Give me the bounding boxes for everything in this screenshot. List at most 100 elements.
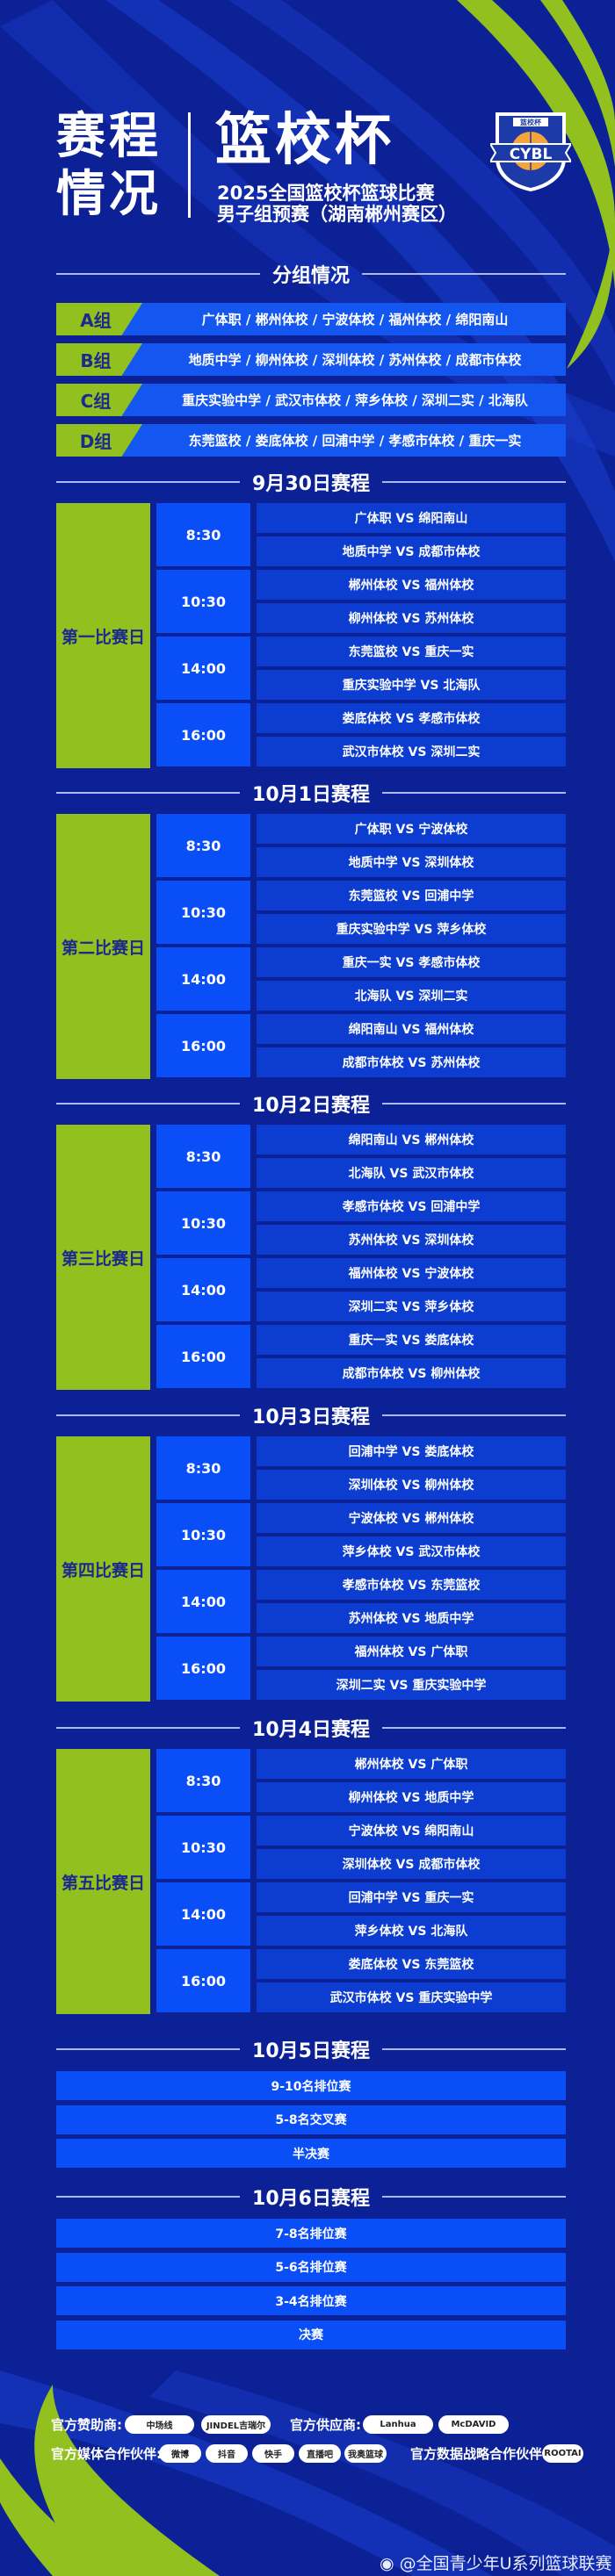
time-slot: 16:00 (156, 1014, 250, 1077)
match-row: 重庆一实 VS 娄底体校 (257, 1325, 566, 1355)
sponsor-logo: ROOTAI (542, 2444, 583, 2463)
day-label: 第二比赛日 (56, 814, 150, 1079)
heading-line (56, 1414, 241, 1416)
final-game-row: 5-8名交叉赛 (56, 2105, 566, 2134)
match-row: 郴州体校 VS 广体职 (257, 1749, 566, 1779)
schedule-heading-text: 10月6日赛程 (252, 2188, 370, 2210)
header-title-line2: 情况 (56, 166, 162, 223)
sponsor-logo: 微博 (159, 2444, 201, 2463)
group-teams: 重庆实验中学 / 武汉市体校 / 萍乡体校 / 深圳二实 / 北海队 (182, 392, 528, 408)
heading-line (381, 2048, 566, 2050)
final-game-row: 7-8名排位赛 (56, 2219, 566, 2248)
sponsor-logo: JINDEL吉瑞尔 (201, 2415, 271, 2434)
match-row: 萍乡体校 VS 北海队 (257, 1916, 566, 1946)
sponsor-logo: 快手 (252, 2444, 294, 2463)
day-block: 第一比赛日 8:30 广体职 VS 绵阳南山 地质中学 VS 成都市体校 10:30 郴州… (56, 503, 566, 768)
match-row: 郴州体校 VS 福州体校 (257, 570, 566, 600)
sponsor-logo: 直播吧 (299, 2444, 341, 2463)
time-slot: 14:00 (156, 1570, 250, 1633)
match-row: 福州体校 VS 宁波体校 (257, 1258, 566, 1288)
time-slot: 16:00 (156, 1949, 250, 2012)
match-row: 广体职 VS 宁波体校 (257, 814, 566, 844)
group-label: A组 (80, 310, 112, 331)
sponsor-logo: 抖音 (206, 2444, 248, 2463)
match-row: 萍乡体校 VS 武汉市体校 (257, 1536, 566, 1566)
match-row: 深圳二实 VS 萍乡体校 (257, 1292, 566, 1321)
heading-line (381, 1727, 566, 1729)
group-teams: 地质中学 / 柳州体校 / 深圳体校 / 苏州体校 / 成都市体校 (188, 352, 522, 368)
day-label: 第四比赛日 (56, 1436, 150, 1702)
subtitle-line1: 2025全国篮校杯篮球比赛 (217, 183, 435, 204)
header-divider (188, 112, 191, 218)
match-row: 回浦中学 VS 重庆一实 (257, 1882, 566, 1912)
heading-line (56, 2048, 241, 2050)
group-row-background (56, 424, 566, 457)
heading-line (56, 481, 241, 483)
time-slot: 14:00 (156, 637, 250, 700)
group-row-background (56, 343, 566, 376)
time-slot: 14:00 (156, 947, 250, 1011)
time-slot: 14:00 (156, 1258, 250, 1321)
media-partner-label: 官方媒体合作伙伴: (51, 2446, 162, 2462)
match-row: 回浦中学 VS 娄底体校 (257, 1436, 566, 1466)
group-label: D组 (79, 431, 112, 452)
group-row-background (56, 384, 566, 416)
match-row: 孝感市体校 VS 东莞篮校 (257, 1570, 566, 1600)
group-row: C组 重庆实验中学 / 武汉市体校 / 萍乡体校 / 深圳二实 / 北海队 (56, 384, 566, 416)
match-row: 宁波体校 VS 绵阳南山 (257, 1816, 566, 1846)
time-slot: 14:00 (156, 1882, 250, 1946)
day-block: 第四比赛日 8:30 回浦中学 VS 娄底体校 深圳体校 VS 柳州体校 10:30 宁波… (56, 1436, 566, 1702)
schedule-heading-text: 10月2日赛程 (252, 1095, 370, 1117)
match-row: 深圳二实 VS 重庆实验中学 (257, 1670, 566, 1700)
day-label: 第三比赛日 (56, 1125, 150, 1390)
schedule-heading: 10月3日赛程 (56, 1402, 566, 1428)
group-row: B组 地质中学 / 柳州体校 / 深圳体校 / 苏州体校 / 成都市体校 (56, 343, 566, 376)
match-row: 东莞篮校 VS 回浦中学 (257, 881, 566, 910)
schedule-heading: 10月4日赛程 (56, 1715, 566, 1741)
time-slot: 8:30 (156, 814, 250, 877)
match-row: 绵阳南山 VS 郴州体校 (257, 1125, 566, 1155)
schedule-heading: 10月1日赛程 (56, 780, 566, 806)
final-game-row: 5-6名排位赛 (56, 2252, 566, 2282)
match-row: 娄底体校 VS 孝感市体校 (257, 703, 566, 733)
match-row: 北海队 VS 武汉市体校 (257, 1158, 566, 1188)
match-row: 地质中学 VS 成都市体校 (257, 536, 566, 566)
match-row: 武汉市体校 VS 重庆实验中学 (257, 1982, 566, 2012)
schedule-heading-text: 9月30日赛程 (252, 473, 370, 495)
match-row: 武汉市体校 VS 深圳二实 (257, 737, 566, 766)
group-row-background (56, 303, 566, 335)
heading-line (381, 1414, 566, 1416)
match-row: 苏州体校 VS 地质中学 (257, 1603, 566, 1633)
heading-line (56, 2196, 241, 2198)
time-slot: 16:00 (156, 703, 250, 766)
match-row: 福州体校 VS 广体职 (257, 1637, 566, 1666)
sponsor-label: 官方赞助商: (51, 2417, 122, 2433)
time-slot: 10:30 (156, 570, 250, 633)
heading-line (381, 1103, 566, 1105)
groups-heading-text: 分组情况 (272, 265, 351, 287)
heading-line (56, 792, 241, 794)
time-slot: 10:30 (156, 1503, 250, 1566)
match-row: 东莞篮校 VS 重庆一实 (257, 637, 566, 666)
data-partner-label: 官方数据战略合作伙伴: (410, 2446, 547, 2462)
match-row: 重庆一实 VS 孝感市体校 (257, 947, 566, 977)
sponsor-logo: 我奥篮球 (344, 2444, 387, 2463)
group-teams: 东莞篮校 / 娄底体校 / 回浦中学 / 孝感市体校 / 重庆一实 (188, 433, 522, 449)
heading-line (56, 1103, 241, 1105)
match-row: 绵阳南山 VS 福州体校 (257, 1014, 566, 1044)
sponsor-logo: Lanhua (363, 2415, 433, 2434)
day-label: 第一比赛日 (56, 503, 150, 768)
time-slot: 8:30 (156, 1436, 250, 1500)
match-row: 深圳体校 VS 柳州体校 (257, 1470, 566, 1500)
supplier-label: 官方供应商: (290, 2417, 361, 2433)
match-row: 苏州体校 VS 深圳体校 (257, 1225, 566, 1255)
heading-line (56, 273, 260, 275)
group-teams: 广体职 / 郴州体校 / 宁波体校 / 福州体校 / 绵阳南山 (201, 312, 509, 327)
schedule-heading-text: 10月3日赛程 (252, 1407, 370, 1428)
schedule-heading-text: 10月5日赛程 (252, 2040, 370, 2062)
day-block: 第五比赛日 8:30 郴州体校 VS 广体职 柳州体校 VS 地质中学 10:30 宁波体… (56, 1749, 566, 2014)
schedule-heading: 10月5日赛程 (56, 2036, 566, 2062)
heading-line (362, 273, 567, 275)
schedule-heading-text: 10月1日赛程 (252, 784, 370, 806)
final-game-row: 9-10名排位赛 (56, 2071, 566, 2100)
